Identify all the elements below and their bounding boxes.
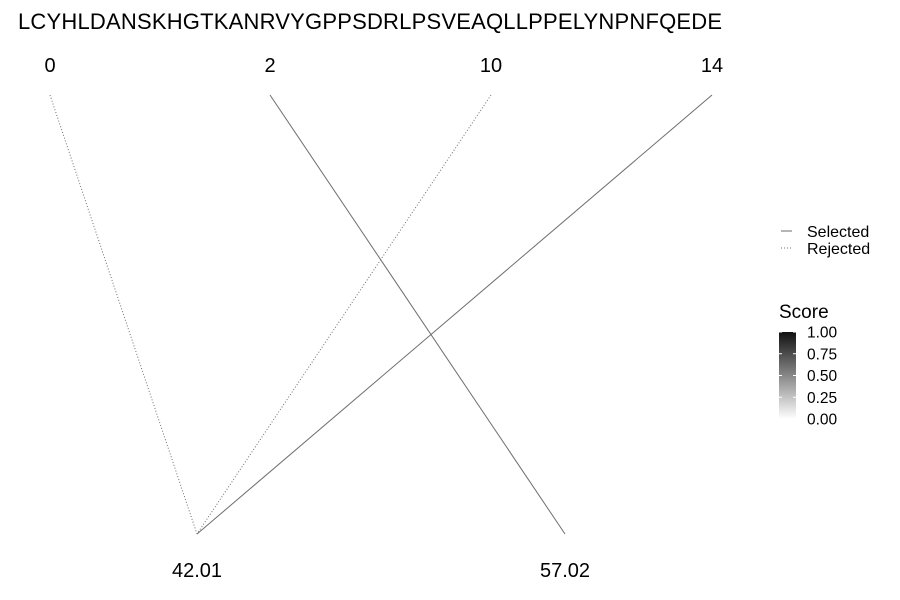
- score-ticks: 1.00 0.75 0.50 0.25 0.00: [779, 325, 838, 429]
- score-tick-label: 0.50: [807, 368, 838, 385]
- score-legend: Score 1.00 0.75 0.50 0.25 0.00: [779, 302, 838, 429]
- bottom-label: 42.01: [172, 560, 222, 582]
- score-tick-label: 0.25: [807, 390, 837, 407]
- score-tick-label: 0.00: [807, 412, 838, 429]
- legend-selected-label: Selected: [807, 224, 869, 241]
- bottom-label: 57.02: [540, 560, 590, 582]
- top-label: 10: [480, 55, 502, 77]
- legend-rejected-label: Rejected: [807, 241, 870, 258]
- link-0-to-42.01: [49, 94, 198, 535]
- top-labels: 0 2 10 14: [44, 55, 723, 77]
- score-legend-title: Score: [779, 302, 829, 323]
- status-legend: Selected Rejected: [781, 224, 870, 258]
- link-14-to-42.01: [196, 94, 713, 535]
- top-label: 2: [264, 55, 275, 77]
- top-label: 14: [701, 55, 723, 77]
- sequence-title: LCYHLDANSKHGTKANRVYGPPSDRLPSVEAQLLPPELYN…: [18, 9, 722, 34]
- score-tick-label: 0.75: [807, 346, 837, 363]
- link-10-to-42.01: [196, 94, 492, 535]
- top-label: 0: [44, 55, 55, 77]
- link-2-to-57.02: [269, 94, 566, 535]
- bottom-labels: 42.01 57.02: [172, 560, 590, 582]
- score-color-bar: [779, 332, 796, 419]
- score-tick-label: 1.00: [807, 325, 838, 342]
- link-lines: [49, 94, 713, 535]
